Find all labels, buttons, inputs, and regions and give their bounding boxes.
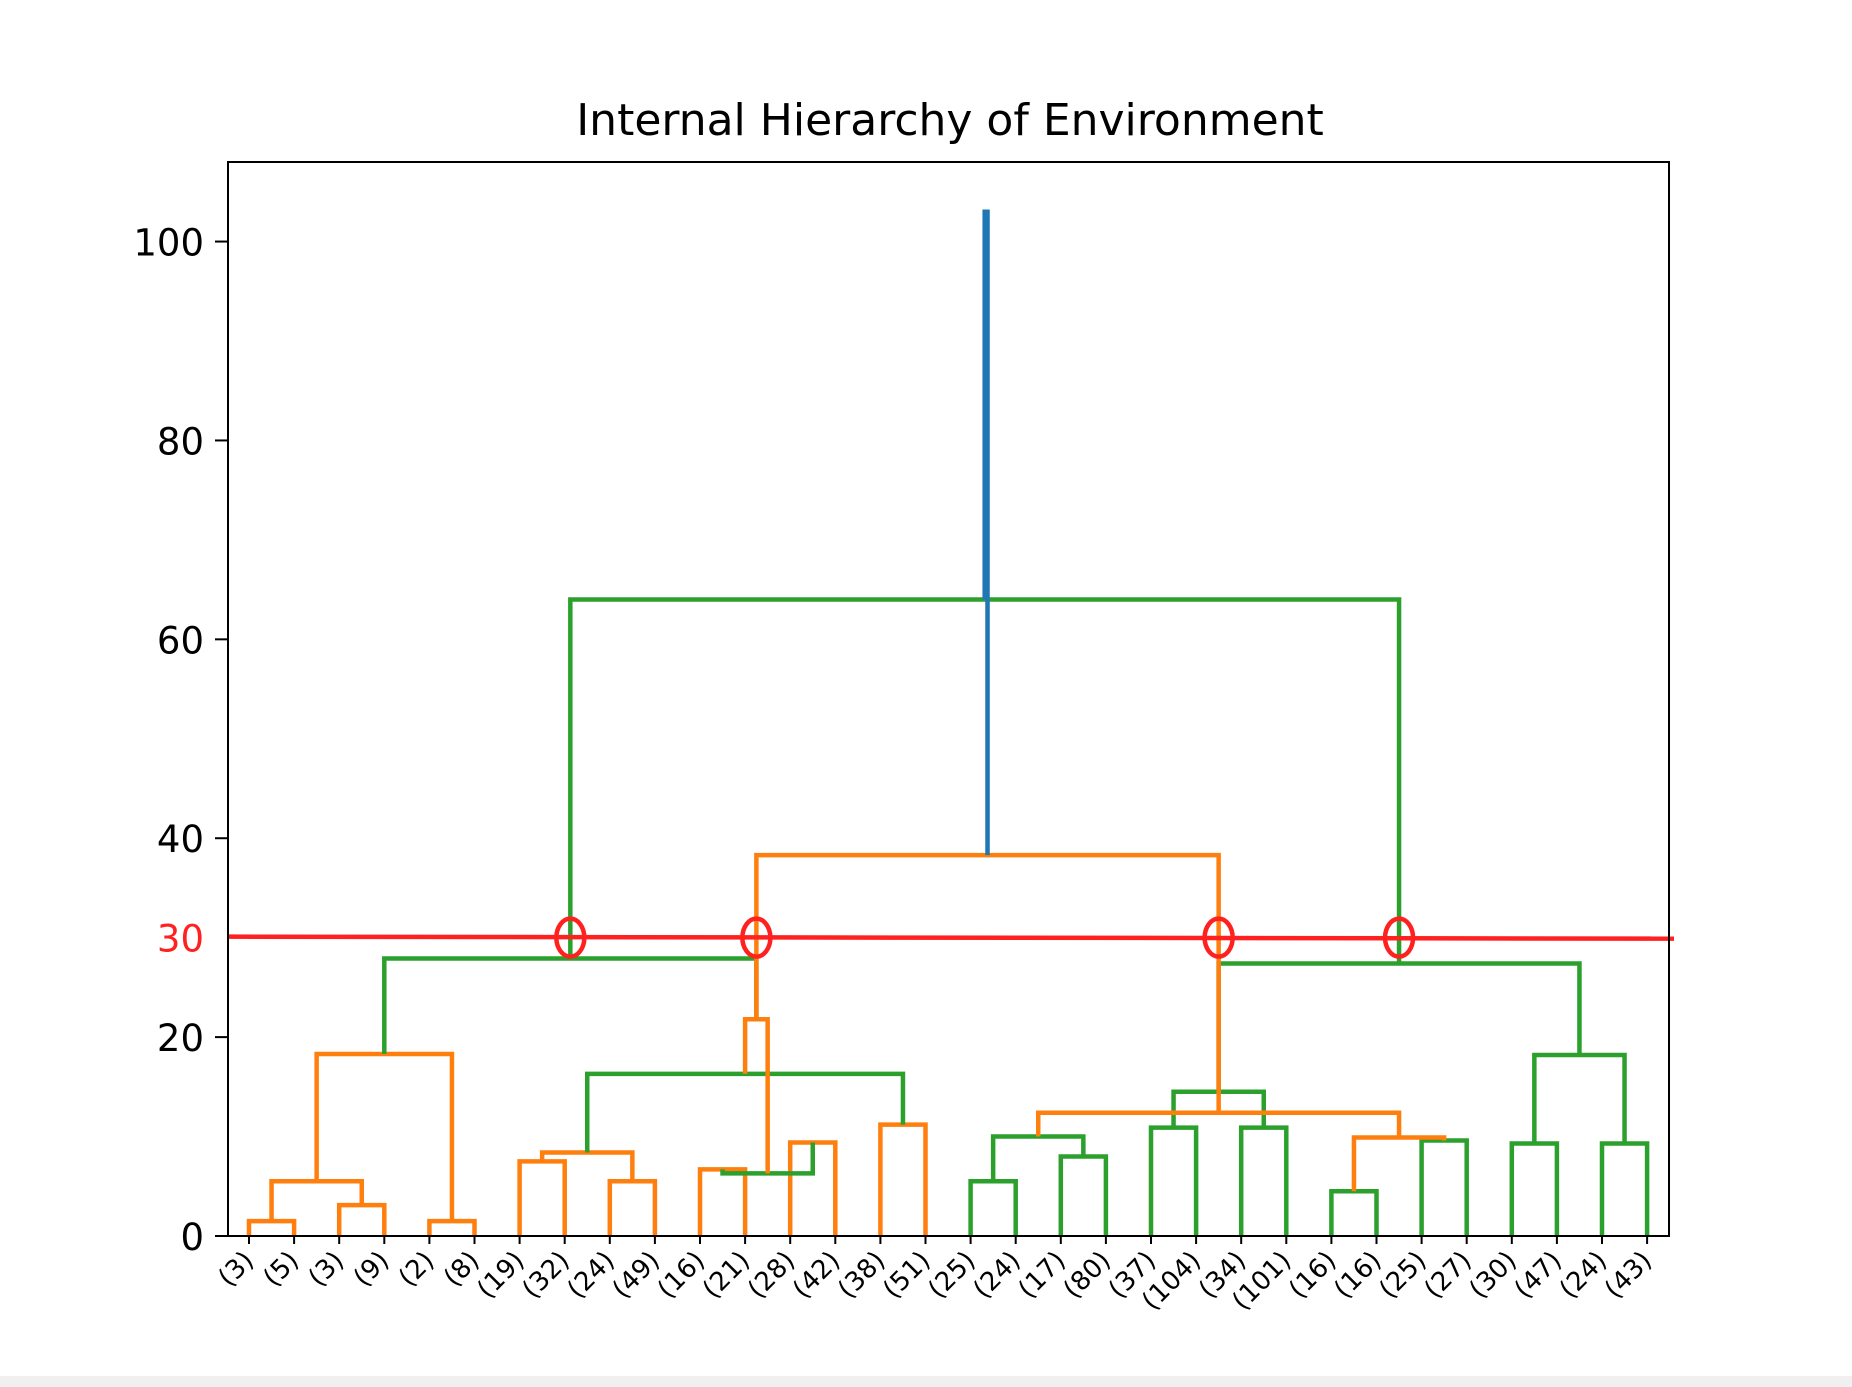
leaf-label: (9) <box>348 1246 395 1293</box>
dendrogram-link-18 <box>539 1150 635 1182</box>
dendrogram-link-4 <box>517 1159 567 1236</box>
y-tick-label-80: 80 <box>157 420 204 463</box>
cut-intersection-marker-1 <box>1202 916 1235 959</box>
dendrogram-link-25 <box>1036 1110 1402 1138</box>
leaf-label: (5) <box>258 1246 305 1293</box>
cut-line-group: 30 <box>157 916 1675 961</box>
dendrogram-link-11 <box>1148 1125 1199 1236</box>
cut-line <box>227 934 1675 941</box>
leaf-label: (28) <box>742 1246 801 1305</box>
leaf-label: (80) <box>1058 1246 1117 1305</box>
dendrogram-link-1 <box>246 1218 297 1236</box>
leaf-label: (24) <box>1554 1246 1613 1305</box>
dendrogram-link-27 <box>742 1016 770 1174</box>
dendrogram-link-2 <box>336 1202 387 1236</box>
leaf-label: (30) <box>1464 1246 1523 1305</box>
y-tick-label-20: 20 <box>157 1017 204 1060</box>
leaf-label: (3) <box>303 1246 350 1293</box>
leaf-label: (27) <box>1419 1246 1478 1305</box>
dendrogram-link-5 <box>607 1179 658 1236</box>
dendrogram-link-16 <box>1599 1141 1650 1236</box>
leaf-label: (24) <box>968 1246 1027 1305</box>
dendrogram-link-28 <box>1216 961 1582 1092</box>
dendrogram-link-12 <box>1238 1125 1289 1236</box>
cut-line-label: 30 <box>157 918 204 961</box>
dendrogram-link-23 <box>585 1071 906 1153</box>
leaf-label: (43) <box>1599 1246 1658 1305</box>
dendrogram-link-14 <box>1419 1138 1469 1236</box>
dendrogram-link-29 <box>382 956 759 1055</box>
leaf-label: (21) <box>697 1246 756 1305</box>
dendrogram-link-32 <box>982 209 990 856</box>
y-tick-label-60: 60 <box>157 619 204 662</box>
dendrogram-link-3 <box>427 1218 477 1236</box>
y-tick-label-40: 40 <box>157 818 204 861</box>
leaf-label: (42) <box>787 1246 846 1305</box>
leaf-label: (16) <box>1328 1246 1387 1305</box>
cut-intersection-marker-3 <box>1382 916 1416 959</box>
leaf-label: (19) <box>472 1246 531 1305</box>
y-tick-label-100: 100 <box>133 222 204 265</box>
leaf-label: (25) <box>1374 1246 1433 1305</box>
leaf-label: (16) <box>1283 1246 1342 1305</box>
leaf-label: (25) <box>923 1246 982 1305</box>
dendrogram-marks <box>246 209 1650 1236</box>
dendrogram-link-10 <box>1058 1154 1109 1236</box>
leaf-label: (32) <box>517 1246 576 1305</box>
dendrogram-link-13 <box>1329 1189 1379 1236</box>
leaf-label: (38) <box>832 1246 891 1305</box>
dendrogram-link-31 <box>568 597 1402 964</box>
dendrogram-link-8 <box>878 1122 928 1236</box>
leaf-label: (47) <box>1509 1246 1568 1305</box>
dendrogram-link-17 <box>269 1179 364 1222</box>
dendrogram-link-15 <box>1509 1141 1560 1236</box>
leaf-label: (49) <box>607 1246 666 1305</box>
leaf-label: (51) <box>877 1246 936 1305</box>
dendrogram-link-26 <box>314 1051 455 1222</box>
dendrogram-link-24 <box>1532 1052 1627 1144</box>
dendrogram-link-20 <box>990 1134 1086 1182</box>
figure-bottom-strip <box>0 1376 1852 1387</box>
dendrogram-link-9 <box>968 1179 1018 1236</box>
dendrogram-link-22 <box>1351 1135 1447 1192</box>
leaf-labels: (3)(5)(3)(9)(2)(8)(19)(32)(24)(49)(16)(2… <box>213 1236 1658 1316</box>
cut-intersection-marker-4 <box>554 916 587 959</box>
leaf-label: (17) <box>1013 1246 1072 1305</box>
y-axis-ticks: 0 20 40 60 80 100 <box>133 222 228 1259</box>
dendrogram-link-6 <box>697 1167 748 1236</box>
leaf-label: (24) <box>562 1246 621 1305</box>
plot-frame <box>227 161 1670 1237</box>
leaf-label: (3) <box>213 1246 260 1293</box>
y-tick-label-0: 0 <box>180 1216 204 1259</box>
chart-title: Internal Hierarchy of Environment <box>576 95 1324 146</box>
cut-intersection-marker-2 <box>740 916 773 959</box>
leaf-label: (2) <box>393 1246 440 1293</box>
leaf-label: (16) <box>652 1246 711 1305</box>
